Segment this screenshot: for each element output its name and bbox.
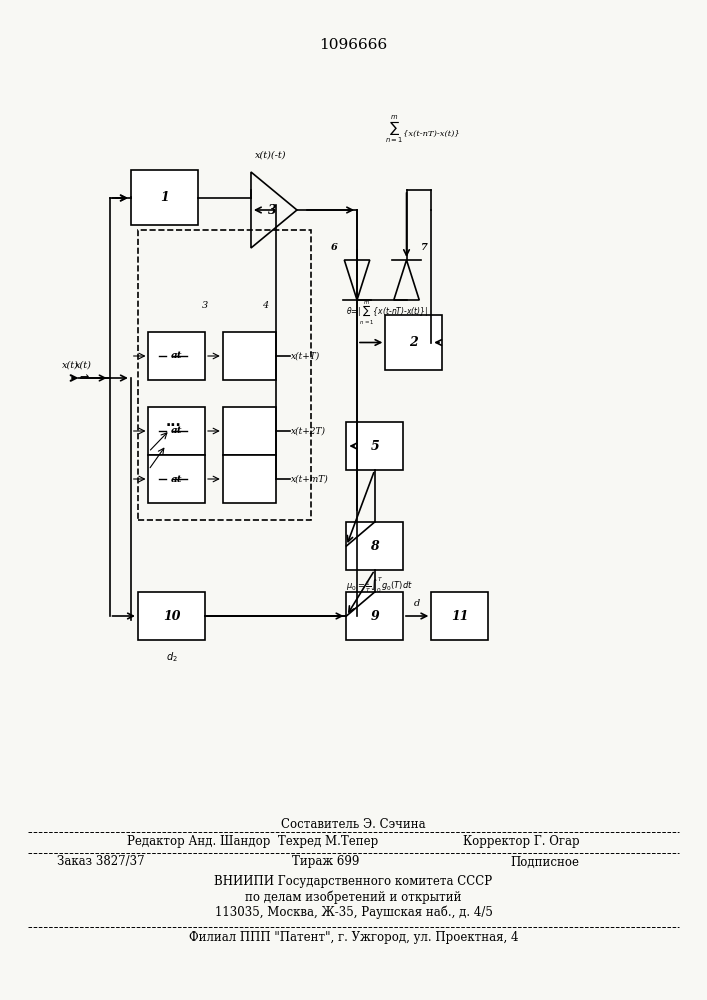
Text: по делам изобретений и открытий: по делам изобретений и открытий xyxy=(245,890,462,904)
Text: $\theta$=|$\sum_{n=1}^{m}${x(t-nT)-x(t)}|: $\theta$=|$\sum_{n=1}^{m}${x(t-nT)-x(t)}… xyxy=(346,300,428,327)
Text: Филиал ППП "Патент", г. Ужгород, ул. Проектная, 4: Филиал ППП "Патент", г. Ужгород, ул. Про… xyxy=(189,932,518,944)
Text: ...: ... xyxy=(165,415,181,429)
FancyBboxPatch shape xyxy=(148,407,205,455)
Text: x(t)(-t): x(t)(-t) xyxy=(255,151,286,160)
FancyBboxPatch shape xyxy=(346,592,403,640)
FancyBboxPatch shape xyxy=(223,407,276,455)
FancyBboxPatch shape xyxy=(148,455,205,503)
Text: Тираж 699: Тираж 699 xyxy=(291,856,359,868)
Text: Подписное: Подписное xyxy=(510,856,580,868)
Text: Составитель Э. Сэчина: Составитель Э. Сэчина xyxy=(281,818,426,832)
Text: x(t): x(t) xyxy=(62,361,79,370)
Text: $\sum_{n=1}^{m}$: $\sum_{n=1}^{m}$ xyxy=(385,114,404,145)
Text: 5: 5 xyxy=(370,440,379,452)
FancyBboxPatch shape xyxy=(131,170,198,225)
Text: at: at xyxy=(171,352,182,360)
Text: x(t): x(t) xyxy=(75,360,92,369)
Text: 11: 11 xyxy=(451,609,468,622)
Text: $\mu_0=\frac{1}{T}\int_0^T g_0(T)dt$: $\mu_0=\frac{1}{T}\int_0^T g_0(T)dt$ xyxy=(346,575,414,595)
Text: Корректор Г. Огар: Корректор Г. Огар xyxy=(463,836,580,848)
FancyBboxPatch shape xyxy=(223,332,276,380)
Text: 7: 7 xyxy=(421,243,428,252)
Text: 1: 1 xyxy=(160,191,169,204)
Text: x(t+T): x(t+T) xyxy=(291,352,320,360)
Text: x(t+2T): x(t+2T) xyxy=(291,426,327,435)
Text: 1096666: 1096666 xyxy=(320,38,387,52)
FancyBboxPatch shape xyxy=(138,592,205,640)
FancyBboxPatch shape xyxy=(385,315,442,370)
FancyBboxPatch shape xyxy=(223,455,276,503)
Text: 10: 10 xyxy=(163,609,180,622)
Text: 9: 9 xyxy=(370,609,379,622)
Text: x(t+mT): x(t+mT) xyxy=(291,475,329,484)
Text: at: at xyxy=(171,475,182,484)
Text: 3: 3 xyxy=(202,300,208,310)
Text: Заказ 3827/37: Заказ 3827/37 xyxy=(57,856,144,868)
Text: 3: 3 xyxy=(268,204,276,217)
Text: d: d xyxy=(414,599,420,608)
Text: $\rightarrow$: $\rightarrow$ xyxy=(77,371,90,381)
FancyBboxPatch shape xyxy=(148,332,205,380)
Text: 2: 2 xyxy=(409,336,418,349)
FancyBboxPatch shape xyxy=(431,592,488,640)
FancyBboxPatch shape xyxy=(346,522,403,570)
Text: 113035, Москва, Ж-35, Раушская наб., д. 4/5: 113035, Москва, Ж-35, Раушская наб., д. … xyxy=(214,905,493,919)
Text: 6: 6 xyxy=(331,243,338,252)
Text: at: at xyxy=(171,426,182,435)
Text: $d_2$: $d_2$ xyxy=(165,650,177,664)
Text: 8: 8 xyxy=(370,540,379,552)
Text: ВНИИПИ Государственного комитета СССР: ВНИИПИ Государственного комитета СССР xyxy=(214,876,493,888)
Text: 4: 4 xyxy=(262,300,268,310)
Text: {x(t-nT)-x(t)}: {x(t-nT)-x(t)} xyxy=(403,130,460,138)
Text: Редактор Анд. Шандор  Техред М.Тепер: Редактор Анд. Шандор Техред М.Тепер xyxy=(127,836,378,848)
FancyBboxPatch shape xyxy=(346,422,403,470)
